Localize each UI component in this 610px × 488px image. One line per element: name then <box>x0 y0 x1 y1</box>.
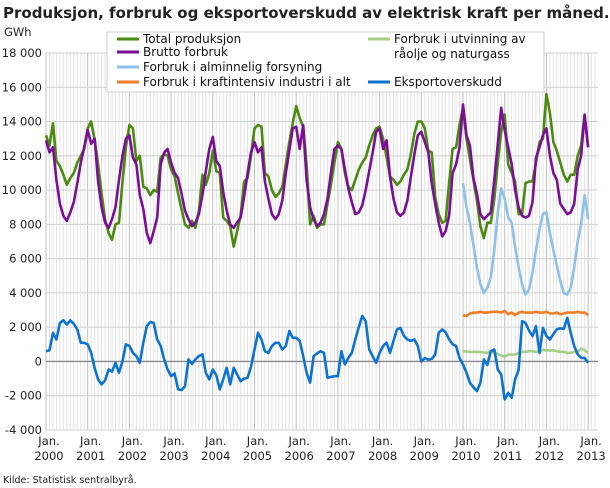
source-note: Kilde: Statistisk sentralbyrå. <box>3 475 137 486</box>
y-tick-label: 0 <box>35 354 42 368</box>
y-tick-label: 4 000 <box>9 286 42 300</box>
series-utvinning-raolje <box>462 347 589 359</box>
legend-box <box>106 31 545 93</box>
x-tick-label-year: 2008 <box>368 449 397 463</box>
y-tick-label: 6 000 <box>9 252 42 266</box>
y-tick-label: 8 000 <box>9 217 42 231</box>
x-tick-label-month: Jan. <box>288 434 310 448</box>
legend-label: Forbruk i utvinning av <box>394 32 526 46</box>
chart-title: Produksjon, forbruk og eksportoverskudd … <box>3 4 610 22</box>
legend-label: Brutto forbruk <box>143 45 228 59</box>
x-axis: Jan.2000Jan.2001Jan.2002Jan.2003Jan.2004… <box>34 434 605 463</box>
x-tick-label-year: 2011 <box>493 449 522 463</box>
series-lines <box>44 92 590 401</box>
y-tick-label: 2 000 <box>9 320 42 334</box>
x-tick-label-month: Jan. <box>162 434 184 448</box>
y-tick-label: 16 000 <box>2 80 42 94</box>
y-tick-label: 12 000 <box>2 149 42 163</box>
x-tick-label-month: Jan. <box>413 434 435 448</box>
y-tick-label: 18 000 <box>2 46 42 60</box>
x-tick-label-month: Jan. <box>538 434 560 448</box>
series-eksportoverskudd <box>45 314 590 401</box>
x-tick-label-year: 2004 <box>201 449 230 463</box>
legend-label: Forbruk i alminnelig forsyning <box>143 60 322 74</box>
grid <box>45 52 598 431</box>
x-tick-label-year: 2000 <box>34 449 63 463</box>
y-tick-label: -2 000 <box>5 389 42 403</box>
x-tick-label-year: 2002 <box>118 449 147 463</box>
x-tick-label-year: 2001 <box>76 449 105 463</box>
x-tick-label-year: 2007 <box>326 449 355 463</box>
y-tick-label: -4 000 <box>5 423 42 437</box>
y-tick-label: 14 000 <box>2 115 42 129</box>
x-tick-label-month: Jan. <box>79 434 101 448</box>
series-alminnelig-forsyning <box>461 183 590 296</box>
legend-label: Eksportoverskudd <box>394 75 502 89</box>
series-kraftintensiv-industri <box>462 309 589 318</box>
x-tick-label-year: 2005 <box>243 449 272 463</box>
x-tick-label-month: Jan. <box>496 434 518 448</box>
x-tick-label-month: Jan. <box>204 434 226 448</box>
legend-label: Total produksjon <box>142 32 241 46</box>
series-brutto-forbruk <box>44 103 590 245</box>
legend-label: råolje og naturgass <box>394 47 510 61</box>
x-tick-label-month: Jan. <box>454 434 476 448</box>
y-tick-label: 10 000 <box>2 183 42 197</box>
x-tick-label-month: Jan. <box>121 434 143 448</box>
x-tick-label-year: 2009 <box>410 449 439 463</box>
x-tick-label-year: 2013 <box>576 449 605 463</box>
x-tick-label-month: Jan. <box>371 434 393 448</box>
y-axis-unit: GWh <box>4 25 32 39</box>
x-tick-label-year: 2012 <box>535 449 564 463</box>
series-total-produksjon <box>44 92 590 248</box>
x-tick-label-month: Jan. <box>579 434 601 448</box>
x-tick-label-year: 2006 <box>285 449 314 463</box>
x-tick-label-month: Jan. <box>37 434 59 448</box>
y-axis: 18 000 16 000 14 000 12 000 10 000 8 000 6 000… <box>2 46 42 437</box>
x-tick-label-year: 2003 <box>159 449 188 463</box>
x-tick-label-year: 2010 <box>451 449 480 463</box>
x-tick-label-month: Jan. <box>329 434 351 448</box>
legend-label: Forbruk i kraftintensiv industri i alt <box>143 75 351 89</box>
x-tick-label-month: Jan. <box>246 434 268 448</box>
